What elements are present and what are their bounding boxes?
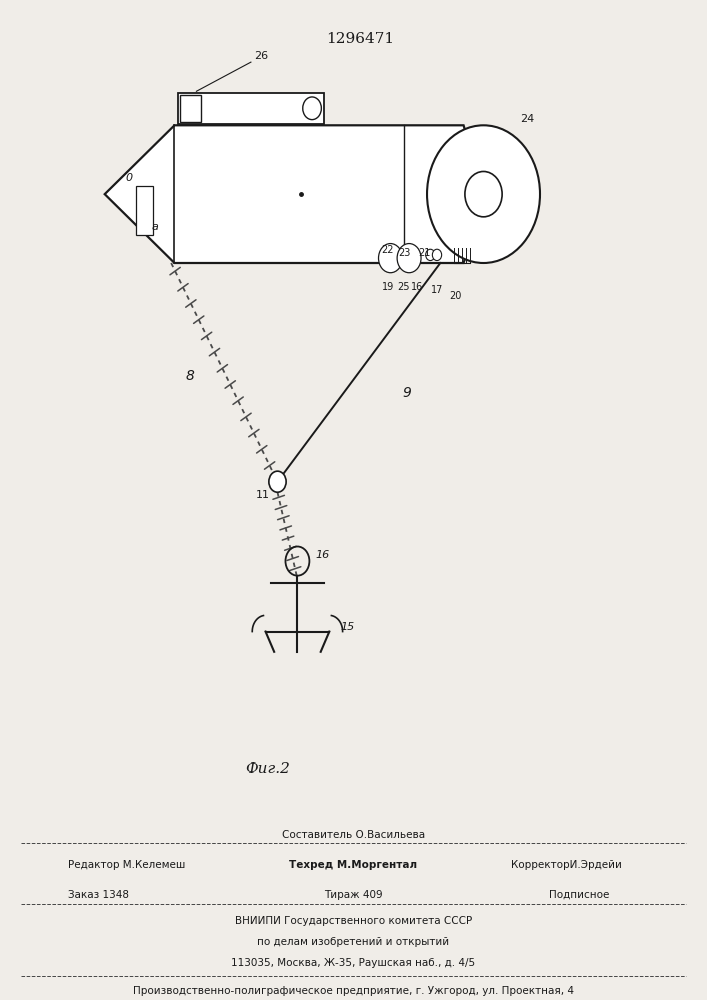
- Text: 15: 15: [341, 622, 355, 633]
- Circle shape: [269, 471, 286, 492]
- PathPatch shape: [105, 125, 484, 263]
- Text: 23: 23: [398, 248, 411, 258]
- Text: Производственно-полиграфическое предприятие, г. Ужгород, ул. Проектная, 4: Производственно-полиграфическое предприя…: [133, 986, 574, 996]
- Text: 16: 16: [411, 282, 423, 292]
- Text: Составитель О.Васильева: Составитель О.Васильева: [282, 830, 425, 840]
- Circle shape: [433, 249, 442, 261]
- Circle shape: [303, 97, 322, 120]
- Text: 9: 9: [403, 386, 411, 400]
- Text: ВНИИПИ Государственного комитета СССР: ВНИИПИ Государственного комитета СССР: [235, 916, 472, 926]
- FancyBboxPatch shape: [178, 93, 324, 124]
- Text: Подписное: Подписное: [549, 890, 609, 900]
- Text: 0: 0: [126, 173, 133, 183]
- Text: Редактор М.Келемеш: Редактор М.Келемеш: [68, 860, 185, 870]
- Text: 24: 24: [520, 114, 534, 124]
- Polygon shape: [180, 95, 201, 122]
- Text: 11: 11: [255, 490, 269, 500]
- Text: Тираж 409: Тираж 409: [325, 890, 382, 900]
- Text: 21: 21: [418, 248, 431, 258]
- Text: 1296471: 1296471: [327, 32, 395, 46]
- Text: КорректорИ.Эрдейи: КорректорИ.Эрдейи: [510, 860, 621, 870]
- Text: 25: 25: [397, 282, 410, 292]
- Text: 113035, Москва, Ж-35, Раушская наб., д. 4/5: 113035, Москва, Ж-35, Раушская наб., д. …: [231, 958, 476, 968]
- Text: 26: 26: [254, 51, 268, 61]
- Text: 16: 16: [315, 550, 329, 560]
- Circle shape: [465, 171, 502, 217]
- Text: 8: 8: [185, 369, 194, 383]
- Circle shape: [397, 244, 421, 273]
- Text: 20: 20: [450, 291, 462, 301]
- Text: Заказ 1348: Заказ 1348: [68, 890, 129, 900]
- Circle shape: [426, 249, 435, 261]
- Bar: [136, 186, 153, 235]
- Text: 17: 17: [431, 285, 443, 295]
- Text: Техред М.Моргентал: Техред М.Моргентал: [289, 860, 418, 870]
- Text: по делам изобретений и открытий: по делам изобретений и открытий: [257, 937, 450, 947]
- Text: Фиг.2: Фиг.2: [245, 762, 290, 776]
- Text: 19: 19: [382, 282, 395, 292]
- Circle shape: [378, 244, 402, 273]
- Text: a: a: [151, 222, 158, 232]
- Circle shape: [427, 125, 540, 263]
- Text: 22: 22: [381, 245, 393, 255]
